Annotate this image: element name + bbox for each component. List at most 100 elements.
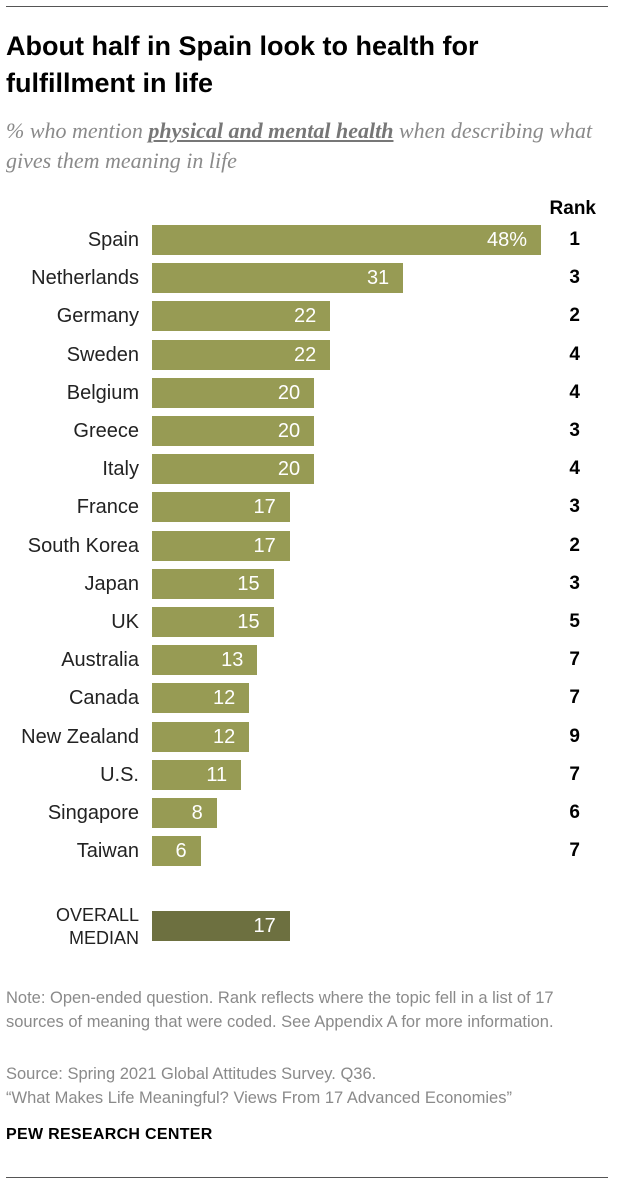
median-label: OVERALL MEDIAN bbox=[0, 904, 139, 950]
category-label: Greece bbox=[73, 420, 139, 442]
bar-row: U.S. 11 7 bbox=[0, 759, 620, 790]
pew-logo-text: PEW RESEARCH CENTER bbox=[6, 1126, 213, 1143]
bar-row: Belgium 20 4 bbox=[0, 377, 620, 408]
median-value-label: 17 bbox=[253, 915, 276, 937]
rank-value: 7 bbox=[569, 763, 580, 785]
rank-value: 6 bbox=[569, 802, 580, 823]
bar bbox=[152, 263, 404, 294]
report-title: “What Makes Life Meaningful? Views From … bbox=[6, 1089, 512, 1107]
bar bbox=[152, 798, 217, 828]
rank-value: 2 bbox=[569, 305, 580, 327]
bar bbox=[152, 836, 201, 867]
bar-value-label: 31 bbox=[366, 267, 390, 290]
rank-value: 4 bbox=[569, 458, 580, 480]
subtitle-emphasis: physical and mental health bbox=[148, 118, 394, 143]
bar-value-label: 12 bbox=[213, 687, 236, 710]
bar-row: Canada 12 7 bbox=[0, 683, 620, 714]
bar-row: Australia 13 7 bbox=[0, 645, 620, 676]
category-label: New Zealand bbox=[21, 725, 139, 748]
rank-value: 7 bbox=[569, 840, 580, 862]
bar-value-label: 20 bbox=[277, 420, 301, 442]
category-label: South Korea bbox=[27, 534, 139, 557]
median-label-line1: OVERALL bbox=[55, 905, 139, 925]
median-bar bbox=[152, 911, 290, 941]
bar bbox=[152, 645, 258, 676]
rank-column-header: Rank bbox=[549, 198, 596, 219]
subtitle-suffix: when describing what gives them meaning … bbox=[6, 118, 593, 173]
category-label: Taiwan bbox=[76, 840, 139, 863]
bar-value-label: 11 bbox=[206, 763, 228, 786]
bar-row: Taiwan 6 7 bbox=[0, 836, 620, 867]
category-label: Sweden bbox=[66, 343, 139, 366]
bar-value-label: 22 bbox=[294, 305, 317, 328]
bar-value-label: 20 bbox=[277, 381, 301, 404]
median-label-line2: MEDIAN bbox=[68, 928, 139, 948]
bar-value-label: 48% bbox=[486, 229, 527, 251]
category-label: Netherlands bbox=[31, 267, 139, 290]
bar bbox=[152, 607, 274, 637]
bar-row: Germany 22 2 bbox=[0, 301, 620, 332]
bar-value-label: 6 bbox=[175, 840, 187, 863]
rank-value: 1 bbox=[569, 229, 580, 250]
subtitle-prefix: % who mention bbox=[6, 118, 149, 143]
category-label: Australia bbox=[61, 649, 139, 672]
bar-value-label: 17 bbox=[253, 534, 276, 557]
rank-value: 9 bbox=[569, 725, 580, 747]
chart-subtitle: % who mention physical and mental health… bbox=[6, 116, 606, 176]
rank-value: 4 bbox=[569, 381, 580, 403]
bar-row: Sweden 22 4 bbox=[0, 339, 620, 370]
bar-value-label: 15 bbox=[237, 611, 260, 633]
category-label: Italy bbox=[102, 458, 139, 481]
bar-row: UK 15 5 bbox=[0, 607, 620, 637]
bar-row: Japan 15 3 bbox=[0, 568, 620, 599]
bar-value-label: 15 bbox=[237, 572, 260, 595]
chart-title: About half in Spain look to health for f… bbox=[6, 31, 479, 98]
rank-value: 5 bbox=[569, 611, 580, 632]
bar-value-label: 12 bbox=[213, 725, 236, 748]
bar bbox=[152, 683, 250, 714]
bar-row: France 17 3 bbox=[0, 492, 620, 523]
bar bbox=[152, 721, 250, 752]
category-label: Singapore bbox=[47, 802, 139, 824]
top-rule bbox=[6, 6, 608, 7]
category-label: Spain bbox=[87, 229, 139, 251]
bar-row: Italy 20 4 bbox=[0, 454, 620, 485]
bar-value-label: 13 bbox=[221, 649, 244, 672]
bottom-rule bbox=[6, 1177, 608, 1178]
rank-value: 3 bbox=[569, 267, 580, 289]
bar-row: Netherlands 31 3 bbox=[0, 263, 620, 294]
rank-value: 3 bbox=[569, 420, 580, 441]
bar-value-label: 20 bbox=[277, 458, 301, 481]
bar bbox=[152, 759, 242, 790]
rank-value: 4 bbox=[569, 343, 580, 365]
footnote: Note: Open-ended question. Rank reflects… bbox=[6, 989, 554, 1031]
bar bbox=[152, 339, 331, 370]
rank-value: 2 bbox=[569, 534, 580, 556]
category-label: Belgium bbox=[66, 381, 139, 404]
category-label: U.S. bbox=[100, 763, 139, 786]
bar bbox=[152, 454, 315, 485]
bar bbox=[152, 416, 315, 446]
category-label: Japan bbox=[84, 572, 140, 595]
rank-value: 3 bbox=[569, 572, 580, 594]
category-label: UK bbox=[111, 611, 139, 633]
bar-row: South Korea 17 2 bbox=[0, 530, 620, 561]
bar bbox=[152, 530, 290, 561]
bar bbox=[152, 225, 541, 255]
rank-value: 7 bbox=[569, 687, 580, 709]
rank-value: 3 bbox=[569, 496, 580, 518]
bar-row: Singapore 8 6 bbox=[0, 798, 620, 828]
bar-value-label: 8 bbox=[191, 802, 203, 824]
median-row: OVERALL MEDIAN 17 bbox=[0, 905, 620, 948]
bar-row: Spain 48% 1 bbox=[0, 225, 620, 255]
source-line: Source: Spring 2021 Global Attitudes Sur… bbox=[6, 1065, 377, 1083]
bar-row: Greece 20 3 bbox=[0, 416, 620, 446]
bar bbox=[152, 492, 290, 523]
category-label: Canada bbox=[68, 687, 139, 710]
bar-row: New Zealand 12 9 bbox=[0, 721, 620, 752]
bar-value-label: 22 bbox=[294, 343, 317, 366]
bar bbox=[152, 377, 315, 408]
bar-value-label: 17 bbox=[253, 496, 276, 519]
bar bbox=[152, 301, 331, 332]
category-label: Germany bbox=[56, 305, 139, 328]
